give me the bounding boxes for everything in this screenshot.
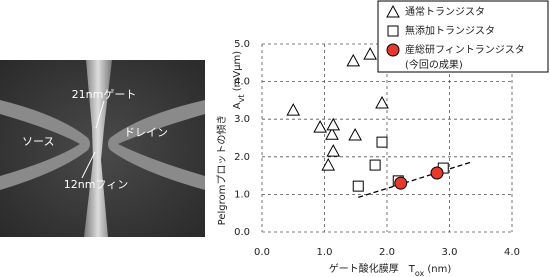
triangle-marker: [326, 144, 341, 157]
triangle-marker: [286, 103, 301, 116]
image-label: 21nmゲート: [72, 88, 137, 101]
legend-label: 無添加トランジスタ: [405, 24, 495, 37]
square-marker: [376, 136, 388, 148]
x-axis-title: ゲート酸化膜厚 Tox (nm): [329, 262, 452, 277]
circle-marker: [430, 166, 444, 180]
legend-box: [377, 0, 549, 73]
image-label: ドレイン: [124, 126, 168, 139]
y-axis-title: Avt (mVµm): [232, 51, 246, 109]
triangle-marker: [375, 95, 389, 109]
y-tick-label: 2.0: [234, 152, 250, 163]
axis-title-unit: (mVµm): [232, 51, 243, 95]
triangle-marker: [348, 127, 362, 141]
image-label: 12nmフィン: [64, 178, 128, 191]
chart: 0.0 1.0 2.0 3.0 4.0 0.0 1.0 2.0 3.0 4.0 5.0 ゲート酸化膜厚…: [215, 0, 549, 277]
triangle-marker: [325, 127, 339, 140]
y-tick-label: 3.0: [234, 114, 250, 125]
x-tick-label: 3.0: [442, 247, 458, 258]
axis-title-unit: (nm): [424, 264, 451, 275]
x-tick-label: 4.0: [504, 247, 520, 258]
y-tick-label: 0.0: [234, 227, 250, 238]
triangle-marker: [386, 4, 400, 18]
x-tick-label: 1.0: [317, 247, 333, 258]
legend-label: 産総研フィントランジスタ: [405, 43, 525, 56]
legend-label: 通常トランジスタ: [405, 5, 485, 18]
triangle-marker: [326, 117, 341, 131]
y-tick-label: 4.0: [234, 77, 250, 88]
x-tick-label: 0.0: [254, 247, 270, 258]
pointer: [81, 151, 96, 179]
y-tick-label: 1.0: [234, 189, 250, 200]
circle-marker: [386, 43, 400, 57]
triangle-marker: [321, 158, 336, 171]
axis-title-sub: ox: [415, 269, 425, 277]
pointer: [95, 100, 105, 129]
sem-image: [0, 60, 205, 237]
legend-note: (今回の成果): [405, 58, 463, 71]
y-tick-label: 5.0: [234, 39, 250, 50]
image-label: ソース: [22, 135, 54, 148]
square-marker: [369, 159, 381, 171]
circle-marker: [394, 176, 408, 190]
axis-title-text: ゲート酸化膜厚 T: [329, 262, 416, 275]
y-axis-title: Pelgromプロットの傾き: [215, 115, 228, 226]
axis-title-sub: vt: [237, 94, 246, 102]
x-tick-label: 2.0: [379, 247, 395, 258]
triangle-marker: [346, 53, 361, 67]
triangle-marker: [313, 120, 327, 133]
axis-title-text: A: [232, 102, 243, 109]
trendline: [358, 161, 471, 199]
square-marker: [387, 25, 399, 37]
square-marker: [352, 180, 364, 192]
triangle-marker: [363, 47, 377, 60]
